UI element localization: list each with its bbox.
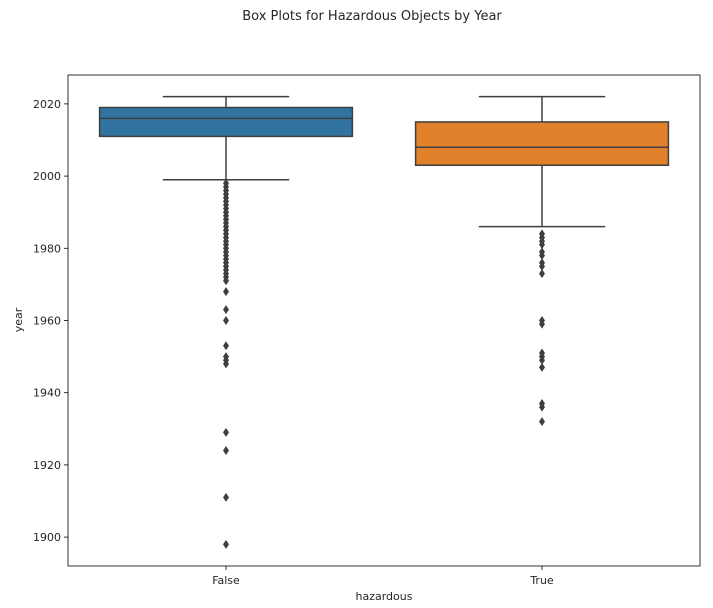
- y-tick-label: 1900: [33, 531, 61, 544]
- outlier-point: [223, 352, 229, 362]
- y-tick-label: 1920: [33, 459, 61, 472]
- y-tick-label: 1940: [33, 387, 61, 400]
- outlier-point: [539, 247, 545, 257]
- outlier-point: [223, 305, 229, 315]
- y-tick-label: 2020: [33, 98, 61, 111]
- y-axis-label: year: [12, 307, 25, 332]
- box-true: [414, 121, 670, 167]
- x-axis: False True: [212, 566, 554, 587]
- plot-area: [98, 95, 670, 549]
- y-axis: 1900 1920 1940 1960 1980 2000 2020: [33, 98, 68, 544]
- outlier-point: [223, 287, 229, 297]
- x-tick-label: False: [212, 574, 240, 587]
- x-axis-label: hazardous: [356, 590, 413, 603]
- outlier-point: [539, 348, 545, 358]
- outlier-point: [539, 362, 545, 372]
- y-tick-label: 1980: [33, 242, 61, 255]
- x-tick-label: True: [529, 574, 554, 587]
- outlier-point: [223, 178, 229, 188]
- outlier-point: [539, 417, 545, 427]
- outlier-point: [539, 229, 545, 239]
- outlier-point: [223, 427, 229, 437]
- chart-title: Box Plots for Hazardous Objects by Year: [242, 9, 502, 24]
- y-tick-label: 2000: [33, 170, 61, 183]
- outlier-point: [223, 445, 229, 455]
- box-false: [98, 106, 354, 138]
- outlier-point: [539, 258, 545, 268]
- outlier-point: [223, 492, 229, 502]
- outlier-point: [539, 269, 545, 279]
- outlier-point: [223, 316, 229, 325]
- y-tick-label: 1960: [33, 315, 61, 328]
- outlier-point: [223, 539, 229, 549]
- outlier-point: [223, 341, 229, 351]
- outlier-point: [539, 316, 545, 325]
- outlier-point: [539, 399, 545, 409]
